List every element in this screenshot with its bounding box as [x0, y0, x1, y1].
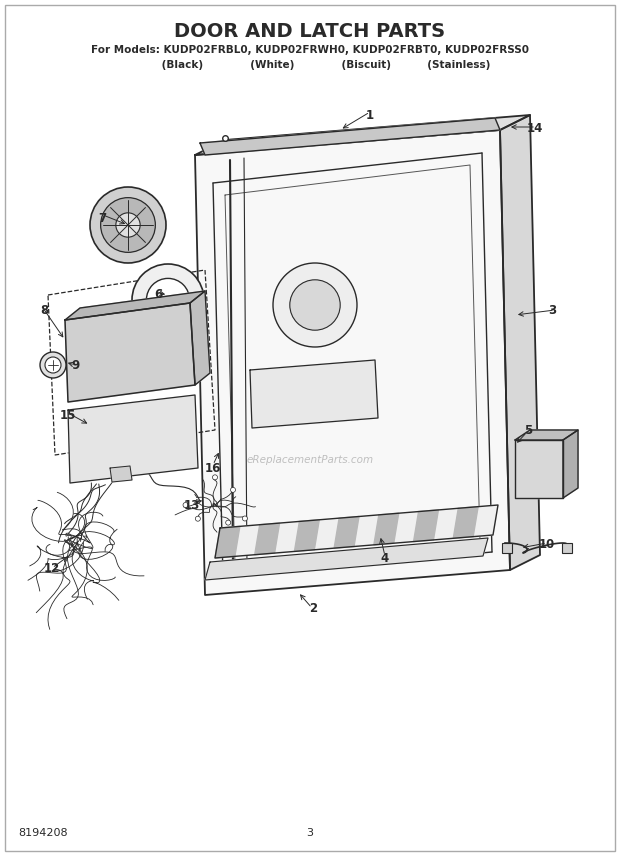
- Bar: [562, 543, 572, 553]
- Text: 2: 2: [309, 602, 317, 615]
- Text: 3: 3: [548, 304, 556, 317]
- Text: DOOR AND LATCH PARTS: DOOR AND LATCH PARTS: [174, 22, 446, 41]
- Polygon shape: [255, 523, 280, 555]
- Polygon shape: [250, 360, 378, 428]
- Text: eReplacementParts.com: eReplacementParts.com: [246, 455, 374, 465]
- Text: 16: 16: [205, 461, 221, 474]
- Circle shape: [231, 487, 236, 492]
- Polygon shape: [215, 505, 498, 558]
- Polygon shape: [500, 115, 540, 570]
- Circle shape: [195, 516, 200, 521]
- Text: 3: 3: [306, 828, 314, 838]
- Circle shape: [273, 263, 357, 347]
- Text: 6: 6: [154, 288, 162, 301]
- Text: 13: 13: [184, 498, 200, 512]
- Circle shape: [40, 352, 66, 378]
- Polygon shape: [110, 466, 132, 482]
- Text: For Models: KUDP02FRBL0, KUDP02FRWH0, KUDP02FRBT0, KUDP02FRSS0: For Models: KUDP02FRBL0, KUDP02FRWH0, KU…: [91, 45, 529, 55]
- Polygon shape: [294, 520, 319, 551]
- Polygon shape: [563, 430, 578, 498]
- Circle shape: [242, 516, 247, 521]
- Polygon shape: [68, 395, 198, 483]
- Circle shape: [100, 198, 156, 253]
- Text: 9: 9: [71, 359, 79, 372]
- Circle shape: [146, 278, 190, 322]
- Polygon shape: [65, 303, 195, 402]
- Polygon shape: [195, 115, 530, 155]
- Polygon shape: [414, 510, 438, 542]
- Polygon shape: [200, 118, 500, 155]
- Circle shape: [45, 357, 61, 373]
- Polygon shape: [453, 507, 478, 538]
- Circle shape: [183, 502, 188, 508]
- Text: 14: 14: [527, 122, 543, 134]
- Polygon shape: [374, 514, 399, 545]
- Polygon shape: [65, 291, 205, 320]
- Circle shape: [213, 475, 218, 480]
- Polygon shape: [515, 430, 578, 440]
- Circle shape: [132, 264, 204, 336]
- Polygon shape: [515, 440, 563, 498]
- Circle shape: [116, 213, 140, 237]
- Text: 5: 5: [524, 424, 532, 437]
- Text: 8: 8: [40, 304, 48, 317]
- Polygon shape: [195, 130, 510, 595]
- Polygon shape: [190, 291, 210, 385]
- Text: 1: 1: [366, 109, 374, 122]
- Circle shape: [90, 187, 166, 263]
- Polygon shape: [205, 538, 488, 580]
- Text: 8194208: 8194208: [18, 828, 68, 838]
- Circle shape: [226, 520, 231, 525]
- Bar: [502, 543, 512, 553]
- Text: 4: 4: [381, 551, 389, 564]
- Text: 15: 15: [60, 408, 76, 421]
- Text: 7: 7: [98, 211, 106, 224]
- Text: (Black)             (White)             (Biscuit)          (Stainless): (Black) (White) (Biscuit) (Stainless): [130, 60, 490, 70]
- Polygon shape: [334, 516, 359, 548]
- Polygon shape: [215, 526, 240, 558]
- Text: 12: 12: [44, 562, 60, 574]
- Text: 10: 10: [539, 538, 555, 551]
- Circle shape: [290, 280, 340, 330]
